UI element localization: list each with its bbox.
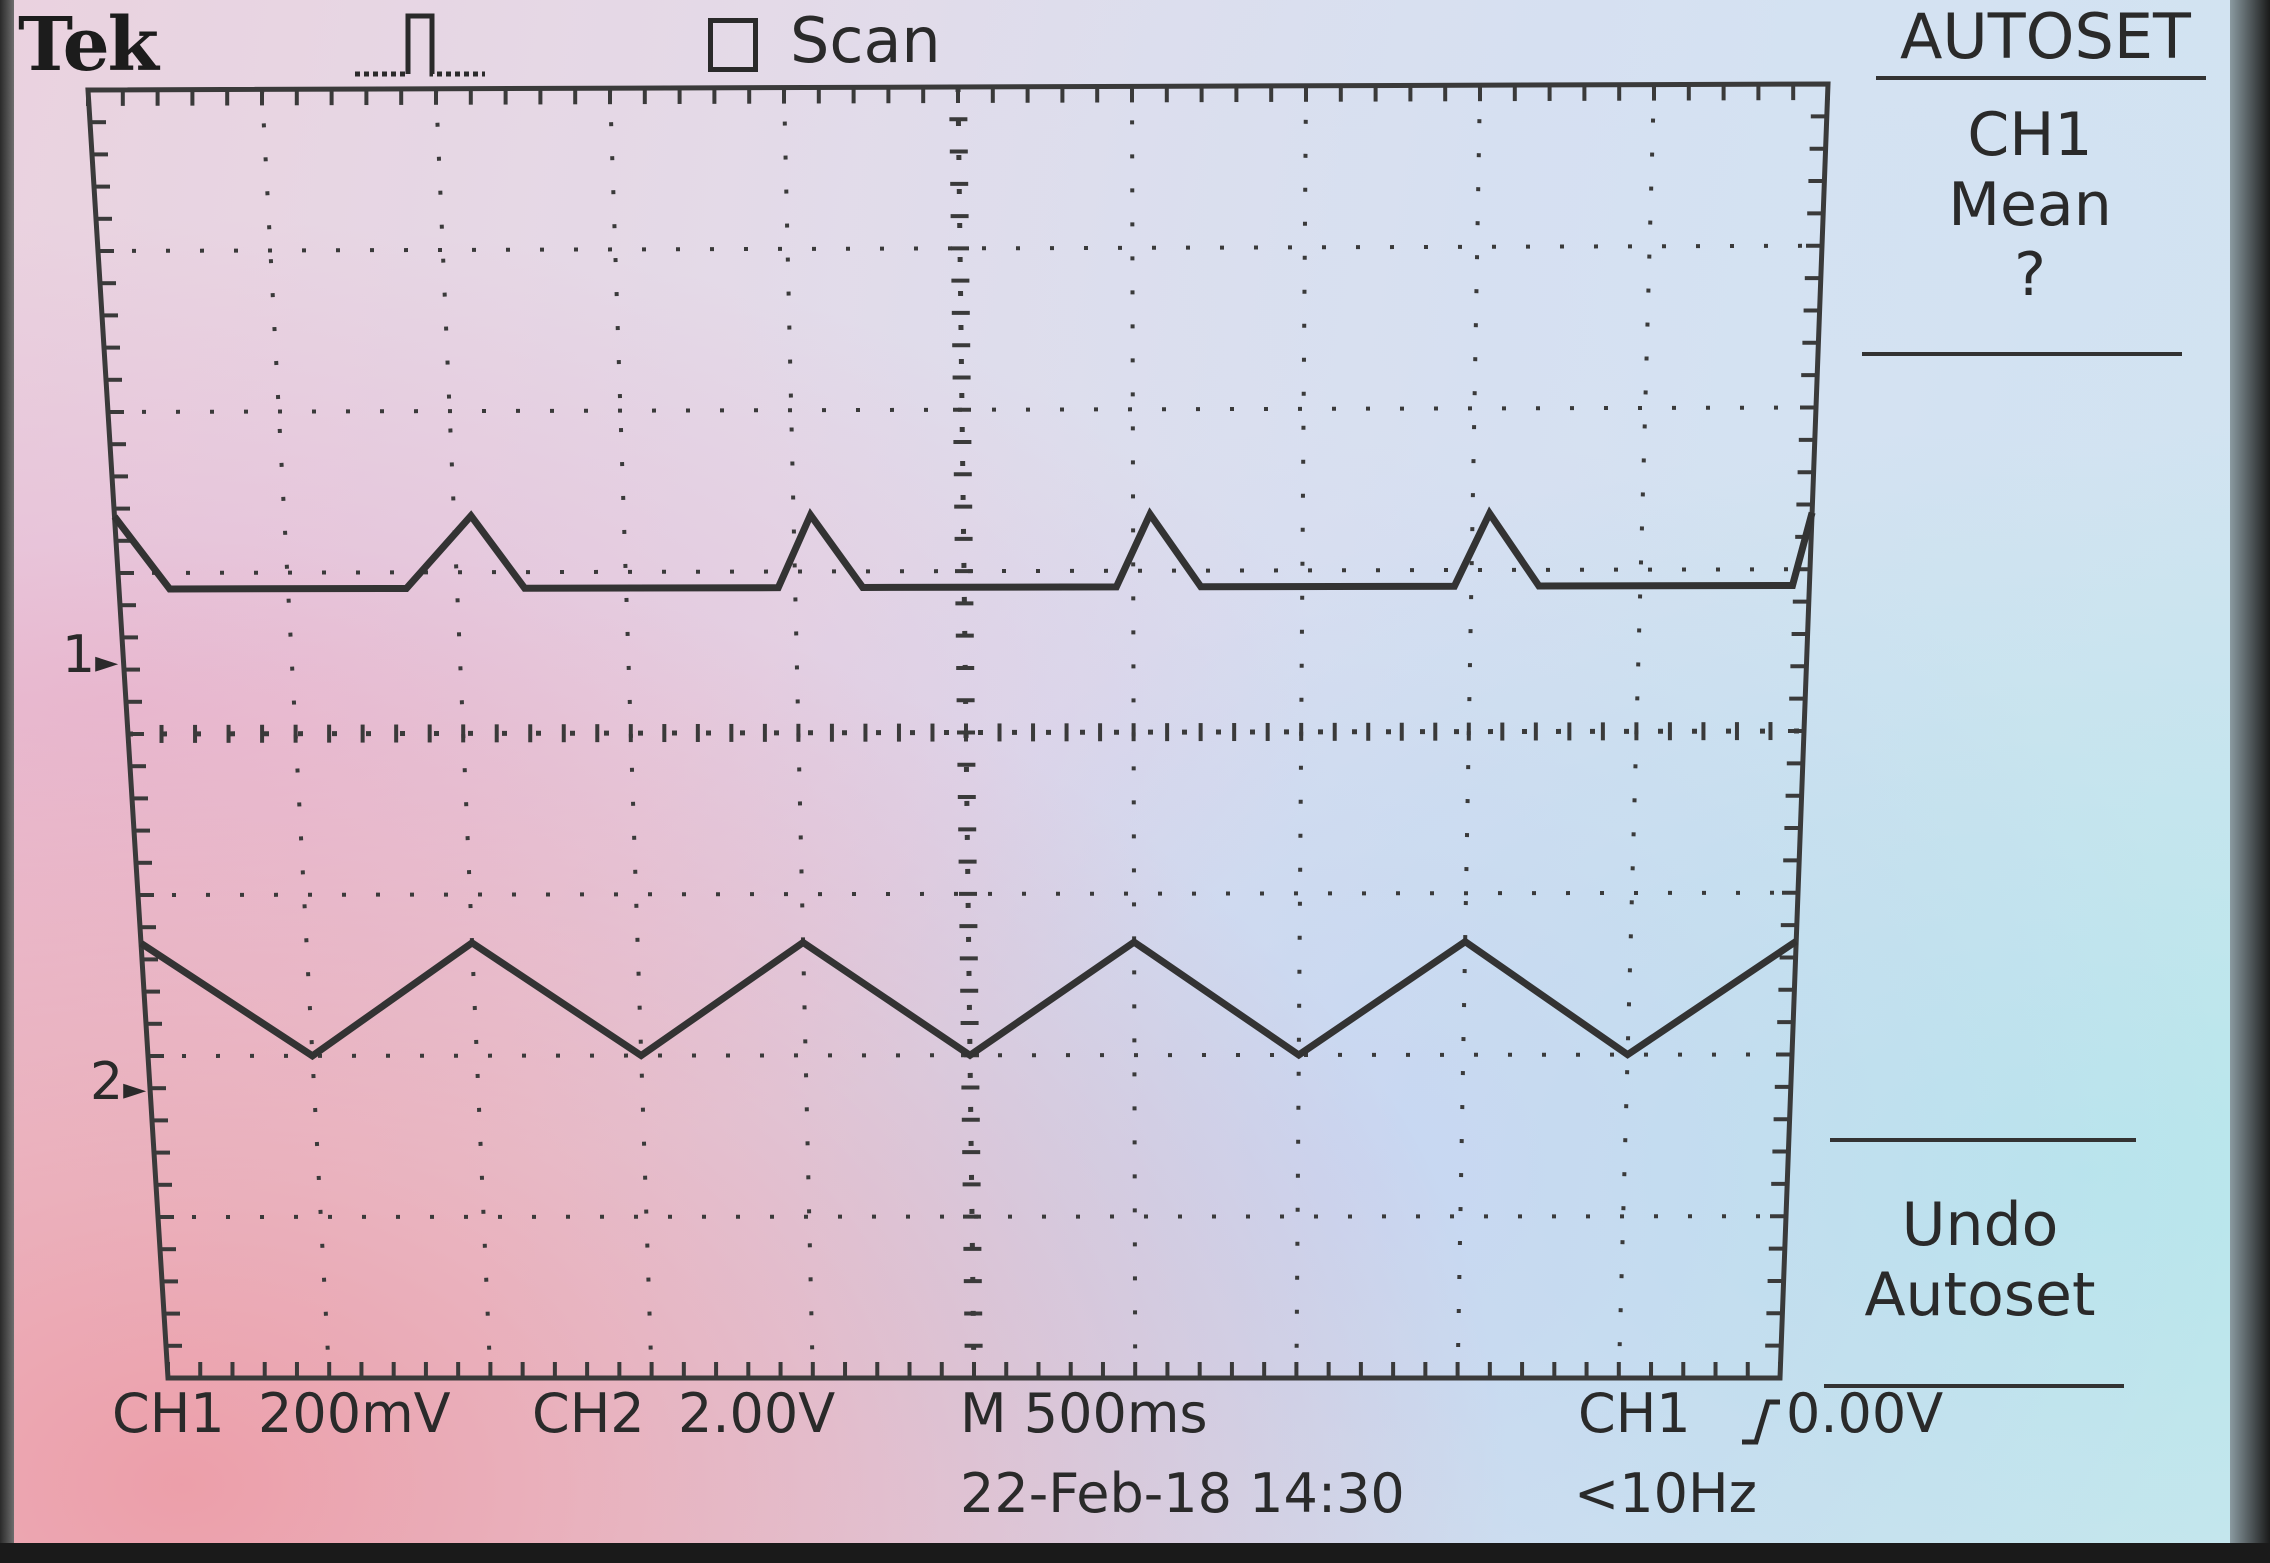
graticule-center-horizontal [127, 728, 1805, 737]
ch2-waveform [139, 937, 1799, 1061]
bezel [0, 1543, 2270, 1563]
ch1-scale: 200mV [258, 1382, 451, 1445]
menu-item-undo-autoset[interactable]: Undo Autoset [1830, 1190, 2130, 1330]
bezel [2230, 0, 2270, 1563]
trigger-frequency: <10Hz [1574, 1462, 1757, 1525]
menu-item-line: Mean [1948, 170, 2112, 240]
ch2-scale: 2.00V [678, 1382, 836, 1445]
menu-item-line: ? [2014, 240, 2046, 310]
menu-title-autoset: AUTOSET [1900, 0, 2191, 73]
menu-divider [1824, 1384, 2124, 1388]
menu-item-ch1-mean[interactable]: CH1 Mean ? [1880, 100, 2180, 310]
ch1-waveform [111, 506, 1816, 593]
date-time: 22-Feb-18 14:30 [960, 1462, 1405, 1525]
menu-item-line: Autoset [1864, 1260, 2096, 1330]
menu-divider [1876, 76, 2206, 80]
empty-square-icon [708, 18, 758, 72]
acquisition-mode: Scan [790, 4, 941, 77]
menu-item-line: CH1 [1967, 100, 2093, 170]
menu-item-line: Undo [1901, 1190, 2059, 1260]
brand-logo: Tek [18, 2, 159, 88]
bezel [0, 0, 14, 1563]
menu-divider [1862, 352, 2182, 356]
rising-edge-icon [1742, 1399, 1780, 1445]
ch2-ground-marker: 2► [90, 1052, 146, 1112]
ch2-label: CH2 [532, 1382, 645, 1445]
timebase: M 500ms [960, 1382, 1208, 1445]
pulse-icon [355, 13, 485, 77]
trigger-level: 0.00V [1786, 1382, 1944, 1445]
ch1-marker-label: 1 [62, 625, 96, 685]
arrow-right-icon: ► [123, 1072, 147, 1107]
ch2-marker-label: 2 [90, 1052, 124, 1112]
ch1-ground-marker: 1► [62, 625, 118, 685]
graticule-horizontal-line [147, 1052, 1793, 1058]
ch1-label: CH1 [112, 1382, 225, 1445]
arrow-right-icon: ► [95, 645, 119, 680]
trigger-source: CH1 [1578, 1382, 1691, 1445]
menu-divider [1830, 1138, 2136, 1142]
